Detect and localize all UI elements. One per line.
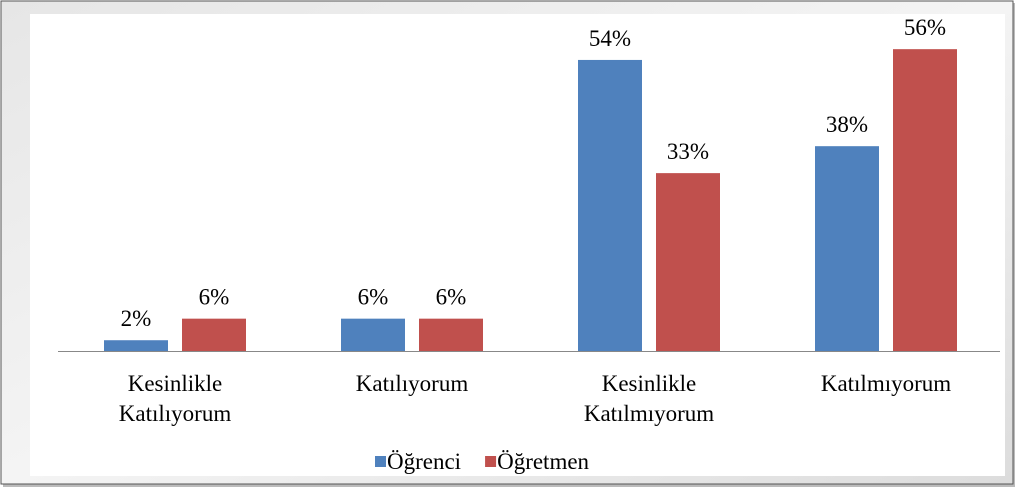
x-tick-label: Kesinlikle Katılıyorum bbox=[118, 371, 232, 426]
legend-swatch bbox=[375, 456, 386, 467]
x-tick-label: Kesinlikle Katılmıyorum bbox=[583, 371, 715, 426]
bar bbox=[578, 59, 642, 351]
data-label: 6% bbox=[436, 285, 467, 310]
bar bbox=[182, 318, 246, 351]
bar bbox=[815, 146, 879, 351]
data-label: 6% bbox=[358, 285, 389, 310]
legend-label: Öğretmen bbox=[497, 449, 589, 474]
bar bbox=[104, 340, 168, 351]
data-label: 2% bbox=[121, 306, 152, 331]
bar bbox=[893, 49, 957, 351]
data-label: 38% bbox=[826, 112, 868, 137]
data-label: 56% bbox=[904, 15, 946, 40]
legend-label: Öğrenci bbox=[387, 449, 461, 474]
bar bbox=[419, 318, 483, 351]
bar bbox=[656, 173, 720, 351]
legend-swatch bbox=[485, 456, 497, 467]
x-tick-label: Katılıyorum bbox=[355, 371, 469, 396]
data-label: 54% bbox=[589, 26, 631, 51]
x-tick-label: Katılmıyorum bbox=[820, 371, 952, 396]
data-label: 6% bbox=[199, 285, 230, 310]
data-label: 33% bbox=[667, 139, 709, 164]
bar bbox=[341, 318, 405, 351]
